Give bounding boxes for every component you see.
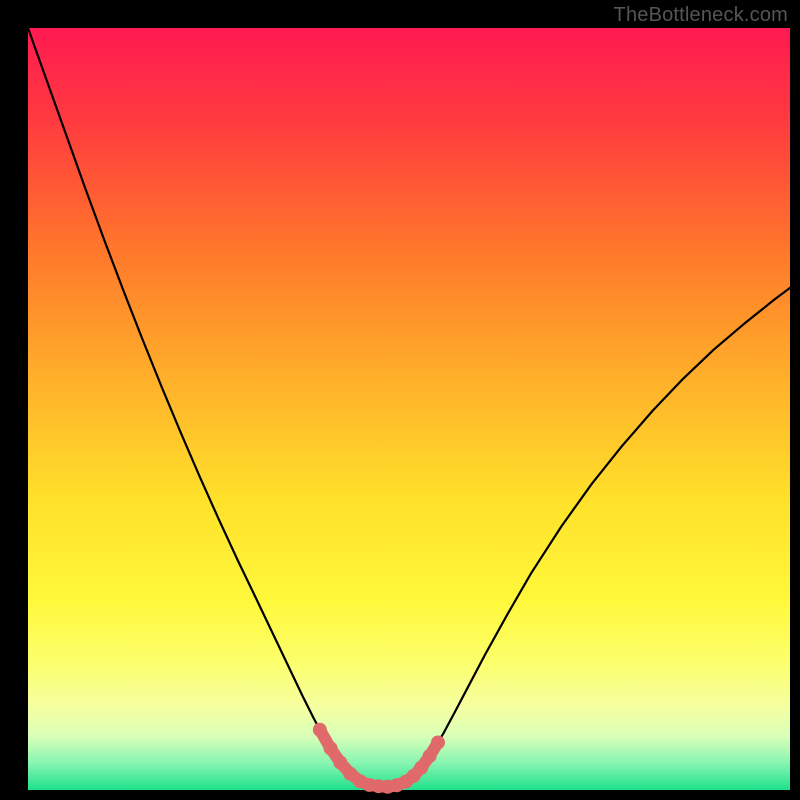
sweet-spot-marker bbox=[313, 723, 327, 737]
sweet-spot-marker bbox=[423, 749, 437, 763]
sweet-spot-band bbox=[313, 723, 445, 794]
sweet-spot-marker bbox=[414, 761, 428, 775]
sweet-spot-marker bbox=[333, 756, 347, 770]
bottleneck-curve bbox=[28, 28, 790, 787]
chart-plot-area bbox=[28, 28, 790, 790]
sweet-spot-marker bbox=[431, 736, 445, 750]
sweet-spot-marker bbox=[324, 741, 338, 755]
watermark-text: TheBottleneck.com bbox=[614, 4, 788, 27]
chart-svg-layer bbox=[28, 28, 790, 790]
